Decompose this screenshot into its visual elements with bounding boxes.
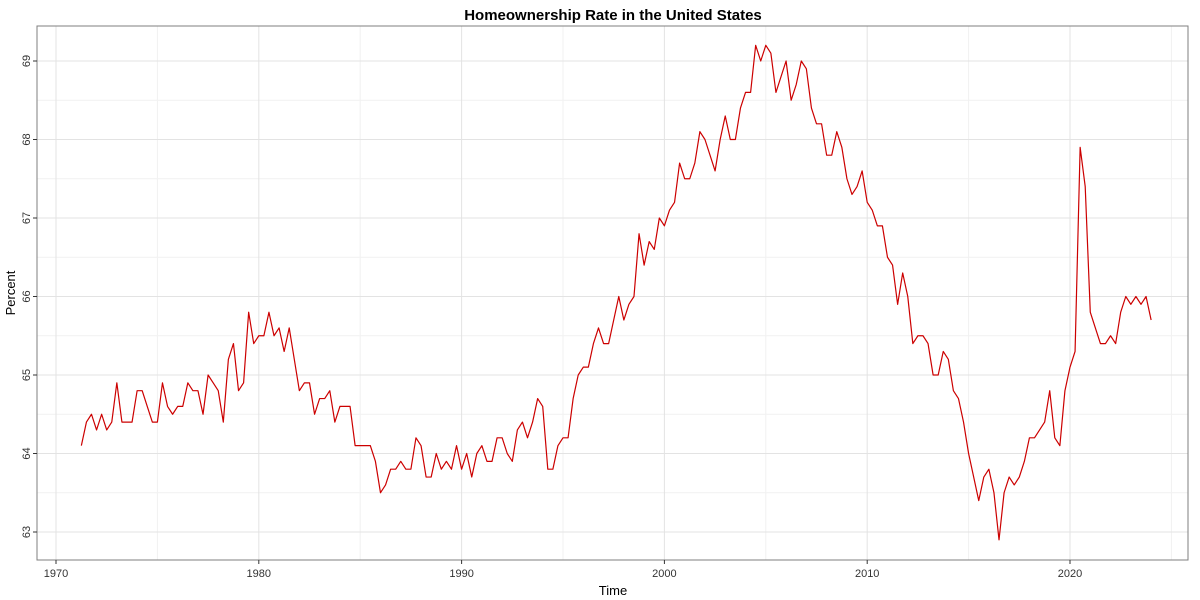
y-tick-label: 68 [21,133,33,145]
x-tick-label: 2010 [855,568,879,580]
x-axis: 1970 1980 1990 2000 2010 2020 [44,560,1082,580]
series-line-0 [80,44,1152,541]
grid-lines [37,26,1188,560]
y-tick-label: 66 [21,290,33,302]
y-tick-label: 63 [21,526,33,538]
x-tick-label: 2020 [1058,568,1082,580]
x-tick-label: 1980 [247,568,271,580]
x-tick-label: 1970 [44,568,68,580]
y-tick-label: 69 [21,55,33,67]
plot-panel-border [36,25,1189,561]
y-tick-label: 65 [21,369,33,381]
x-tick-label: 1990 [449,568,473,580]
y-tick-label: 67 [21,212,33,224]
chart-title: Homeownership Rate in the United States [464,7,762,24]
y-axis-title: Percent [3,270,18,315]
series-layer [80,44,1152,541]
y-tick-label: 64 [21,447,33,459]
x-axis-title: Time [599,583,627,598]
y-axis: 63 64 65 66 67 68 69 [21,55,37,538]
x-tick-label: 2000 [652,568,676,580]
